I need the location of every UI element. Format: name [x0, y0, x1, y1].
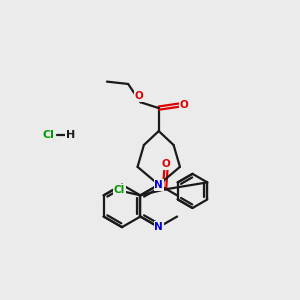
Text: O: O — [162, 159, 170, 169]
Text: Cl: Cl — [43, 130, 54, 140]
Text: N: N — [154, 222, 163, 232]
Text: O: O — [135, 91, 143, 101]
Text: O: O — [180, 100, 188, 110]
Text: N: N — [154, 180, 163, 190]
Text: Cl: Cl — [114, 185, 125, 195]
Text: H: H — [66, 130, 75, 140]
